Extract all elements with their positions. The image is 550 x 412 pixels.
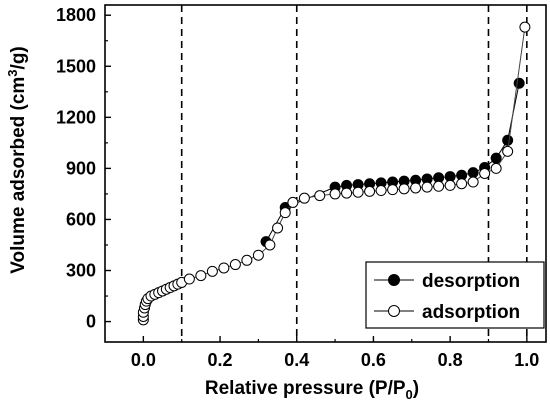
point-adsorption-32 — [364, 185, 376, 197]
legend-box — [365, 261, 545, 329]
point-adsorption-16 — [183, 273, 195, 285]
legend-label-desorption: desorption — [422, 271, 520, 292]
point-adsorption-18 — [206, 265, 218, 277]
point-desorption-18 — [513, 77, 525, 89]
plot-layer — [137, 5, 531, 342]
y-axis-title-superscript: 3 — [5, 69, 20, 76]
point-adsorption-38 — [433, 180, 445, 192]
x-tick-label-3: 0.6 — [361, 350, 386, 370]
axes-layer: 0.0 0.2 0.4 0.6 0.8 1.0 0 300 600 900 1200 1500 1800 — [56, 4, 547, 370]
y-axis-title-end: /g) — [8, 46, 29, 69]
point-adsorption-31 — [352, 186, 364, 198]
point-adsorption-34 — [387, 184, 399, 196]
y-tick-label-2: 600 — [66, 209, 96, 229]
point-desorption-14 — [467, 167, 479, 179]
plot-frame — [104, 4, 547, 343]
legend-marker-desorption — [388, 274, 400, 286]
point-adsorption-40 — [456, 178, 468, 190]
point-adsorption-26 — [287, 196, 299, 208]
point-adsorption-20 — [229, 259, 241, 271]
point-adsorption-17 — [195, 270, 207, 282]
point-adsorption-30 — [341, 187, 353, 199]
point-adsorption-25 — [279, 207, 291, 219]
legend-label-adsorption: adsorption — [422, 302, 520, 323]
point-desorption-17 — [502, 134, 514, 146]
x-axis-title: Relative pressure (P/P0) — [205, 378, 419, 402]
x-tick-label-2: 0.4 — [284, 350, 309, 370]
point-adsorption-24 — [272, 222, 284, 234]
point-adsorption-43 — [490, 162, 502, 174]
point-adsorption-35 — [398, 183, 410, 195]
legend-marker-adsorption — [388, 305, 400, 317]
x-tick-label-1: 0.2 — [208, 350, 233, 370]
y-axis-title: Volume adsorbed (cm3/g) — [5, 46, 29, 274]
point-desorption-16 — [490, 152, 502, 164]
point-adsorption-33 — [375, 185, 387, 197]
point-adsorption-44 — [502, 145, 514, 157]
y-tick-label-6: 1800 — [56, 5, 96, 25]
y-tick-label-5: 1500 — [56, 56, 96, 76]
point-adsorption-21 — [241, 254, 253, 266]
point-adsorption-42 — [479, 168, 491, 179]
y-axis-title-main: Volume adsorbed (cm — [8, 77, 29, 274]
y-tick-label-1: 300 — [66, 261, 96, 281]
y-tick-label-4: 1200 — [56, 107, 96, 127]
point-adsorption-28 — [314, 190, 326, 202]
point-adsorption-37 — [421, 181, 433, 193]
point-adsorption-39 — [444, 179, 456, 191]
point-adsorption-23 — [264, 239, 276, 251]
y-tick-label-0: 0 — [86, 312, 96, 332]
x-axis-title-end: ) — [413, 378, 419, 399]
x-tick-label-5: 1.0 — [514, 350, 539, 370]
point-adsorption-27 — [298, 192, 310, 204]
point-adsorption-19 — [218, 262, 230, 274]
x-tick-label-4: 0.8 — [438, 350, 463, 370]
point-adsorption-36 — [410, 182, 422, 194]
y-tick-label-3: 900 — [66, 158, 96, 178]
point-adsorption-45 — [519, 21, 531, 33]
point-adsorption-22 — [252, 249, 264, 261]
series-line-desorption — [265, 83, 520, 242]
legend: desorption adsorption — [365, 261, 545, 329]
x-axis-title-main: Relative pressure (P/P — [205, 378, 406, 399]
point-adsorption-29 — [329, 188, 341, 200]
point-adsorption-41 — [467, 176, 479, 188]
x-axis-title-subscript: 0 — [406, 387, 413, 402]
x-tick-label-0: 0.0 — [131, 350, 156, 370]
